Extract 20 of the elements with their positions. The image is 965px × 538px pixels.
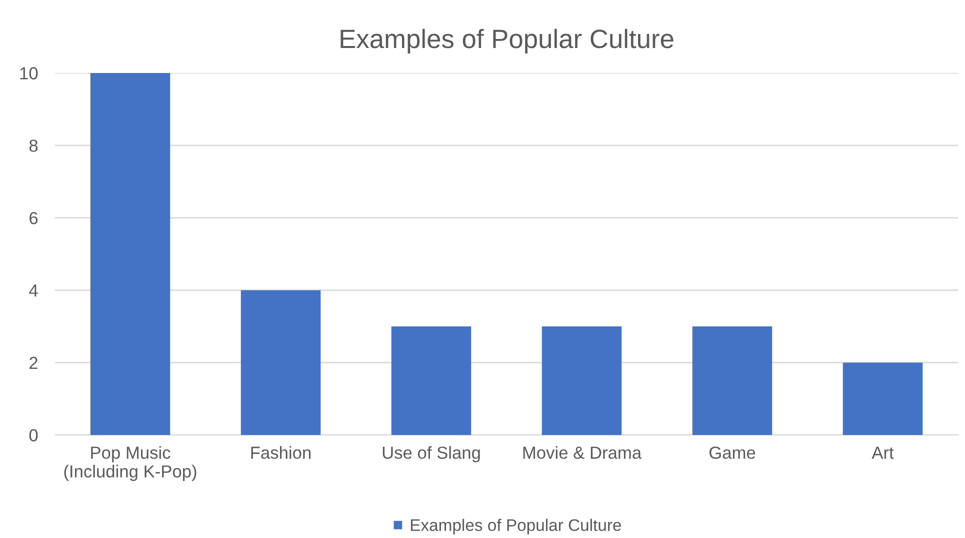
x-tick-label: Use of Slang: [382, 446, 480, 462]
bar: [240, 290, 321, 435]
x-tick-label: Game: [709, 446, 756, 459]
y-tick-label: 10: [20, 67, 38, 80]
x-tick-label: Art: [872, 446, 894, 459]
bar: [90, 73, 170, 435]
y-tick-label: 0: [29, 429, 38, 442]
y-tick-label: 6: [30, 212, 38, 224]
bar: [692, 326, 772, 435]
legend-label: Examples of Popular Culture: [410, 518, 622, 534]
y-tick-label: 2: [30, 356, 38, 369]
x-tick-label: Pop Music (Including K-Pop): [64, 446, 196, 481]
bar: [542, 326, 622, 435]
chart-title: Examples of Popular Culture: [340, 28, 674, 54]
bar: [391, 326, 472, 435]
x-tick-label: Fashion: [251, 446, 311, 459]
y-tick-label: 4: [29, 284, 38, 296]
bar: [842, 362, 923, 435]
x-tick-label: Movie & Drama: [523, 446, 642, 459]
y-tick-label: 8: [29, 140, 38, 152]
